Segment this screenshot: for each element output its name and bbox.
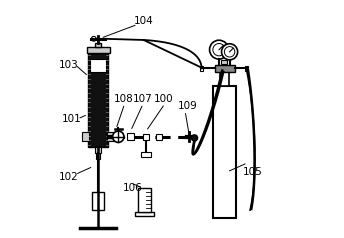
Text: 102: 102: [59, 172, 79, 182]
Circle shape: [92, 36, 96, 41]
Bar: [95, 43, 101, 47]
Bar: [220, 72, 229, 86]
Bar: [215, 65, 235, 72]
Bar: [201, 66, 203, 71]
Bar: [157, 134, 162, 140]
Text: 109: 109: [178, 101, 197, 111]
Text: 101: 101: [62, 114, 81, 124]
Bar: [95, 147, 101, 153]
Bar: [213, 86, 236, 218]
Bar: [245, 66, 248, 71]
Bar: [143, 134, 149, 140]
Text: 108: 108: [114, 94, 133, 104]
Circle shape: [209, 40, 228, 59]
Bar: [88, 53, 108, 147]
Text: 106: 106: [123, 183, 143, 193]
Text: 100: 100: [154, 94, 173, 104]
Text: 105: 105: [243, 167, 262, 177]
Circle shape: [222, 44, 238, 60]
Circle shape: [213, 44, 225, 56]
Circle shape: [191, 135, 197, 141]
Bar: [93, 192, 104, 210]
Text: 107: 107: [132, 94, 152, 104]
Bar: [127, 134, 134, 140]
Bar: [141, 152, 151, 157]
Bar: [107, 133, 114, 141]
Bar: [138, 188, 151, 212]
Circle shape: [224, 47, 235, 57]
Bar: [135, 212, 154, 216]
Bar: [82, 133, 89, 141]
Text: 104: 104: [134, 16, 153, 26]
Bar: [90, 59, 106, 72]
Bar: [87, 47, 109, 53]
Circle shape: [112, 131, 124, 142]
Text: 103: 103: [59, 60, 79, 69]
Bar: [96, 153, 100, 159]
Bar: [222, 60, 227, 64]
